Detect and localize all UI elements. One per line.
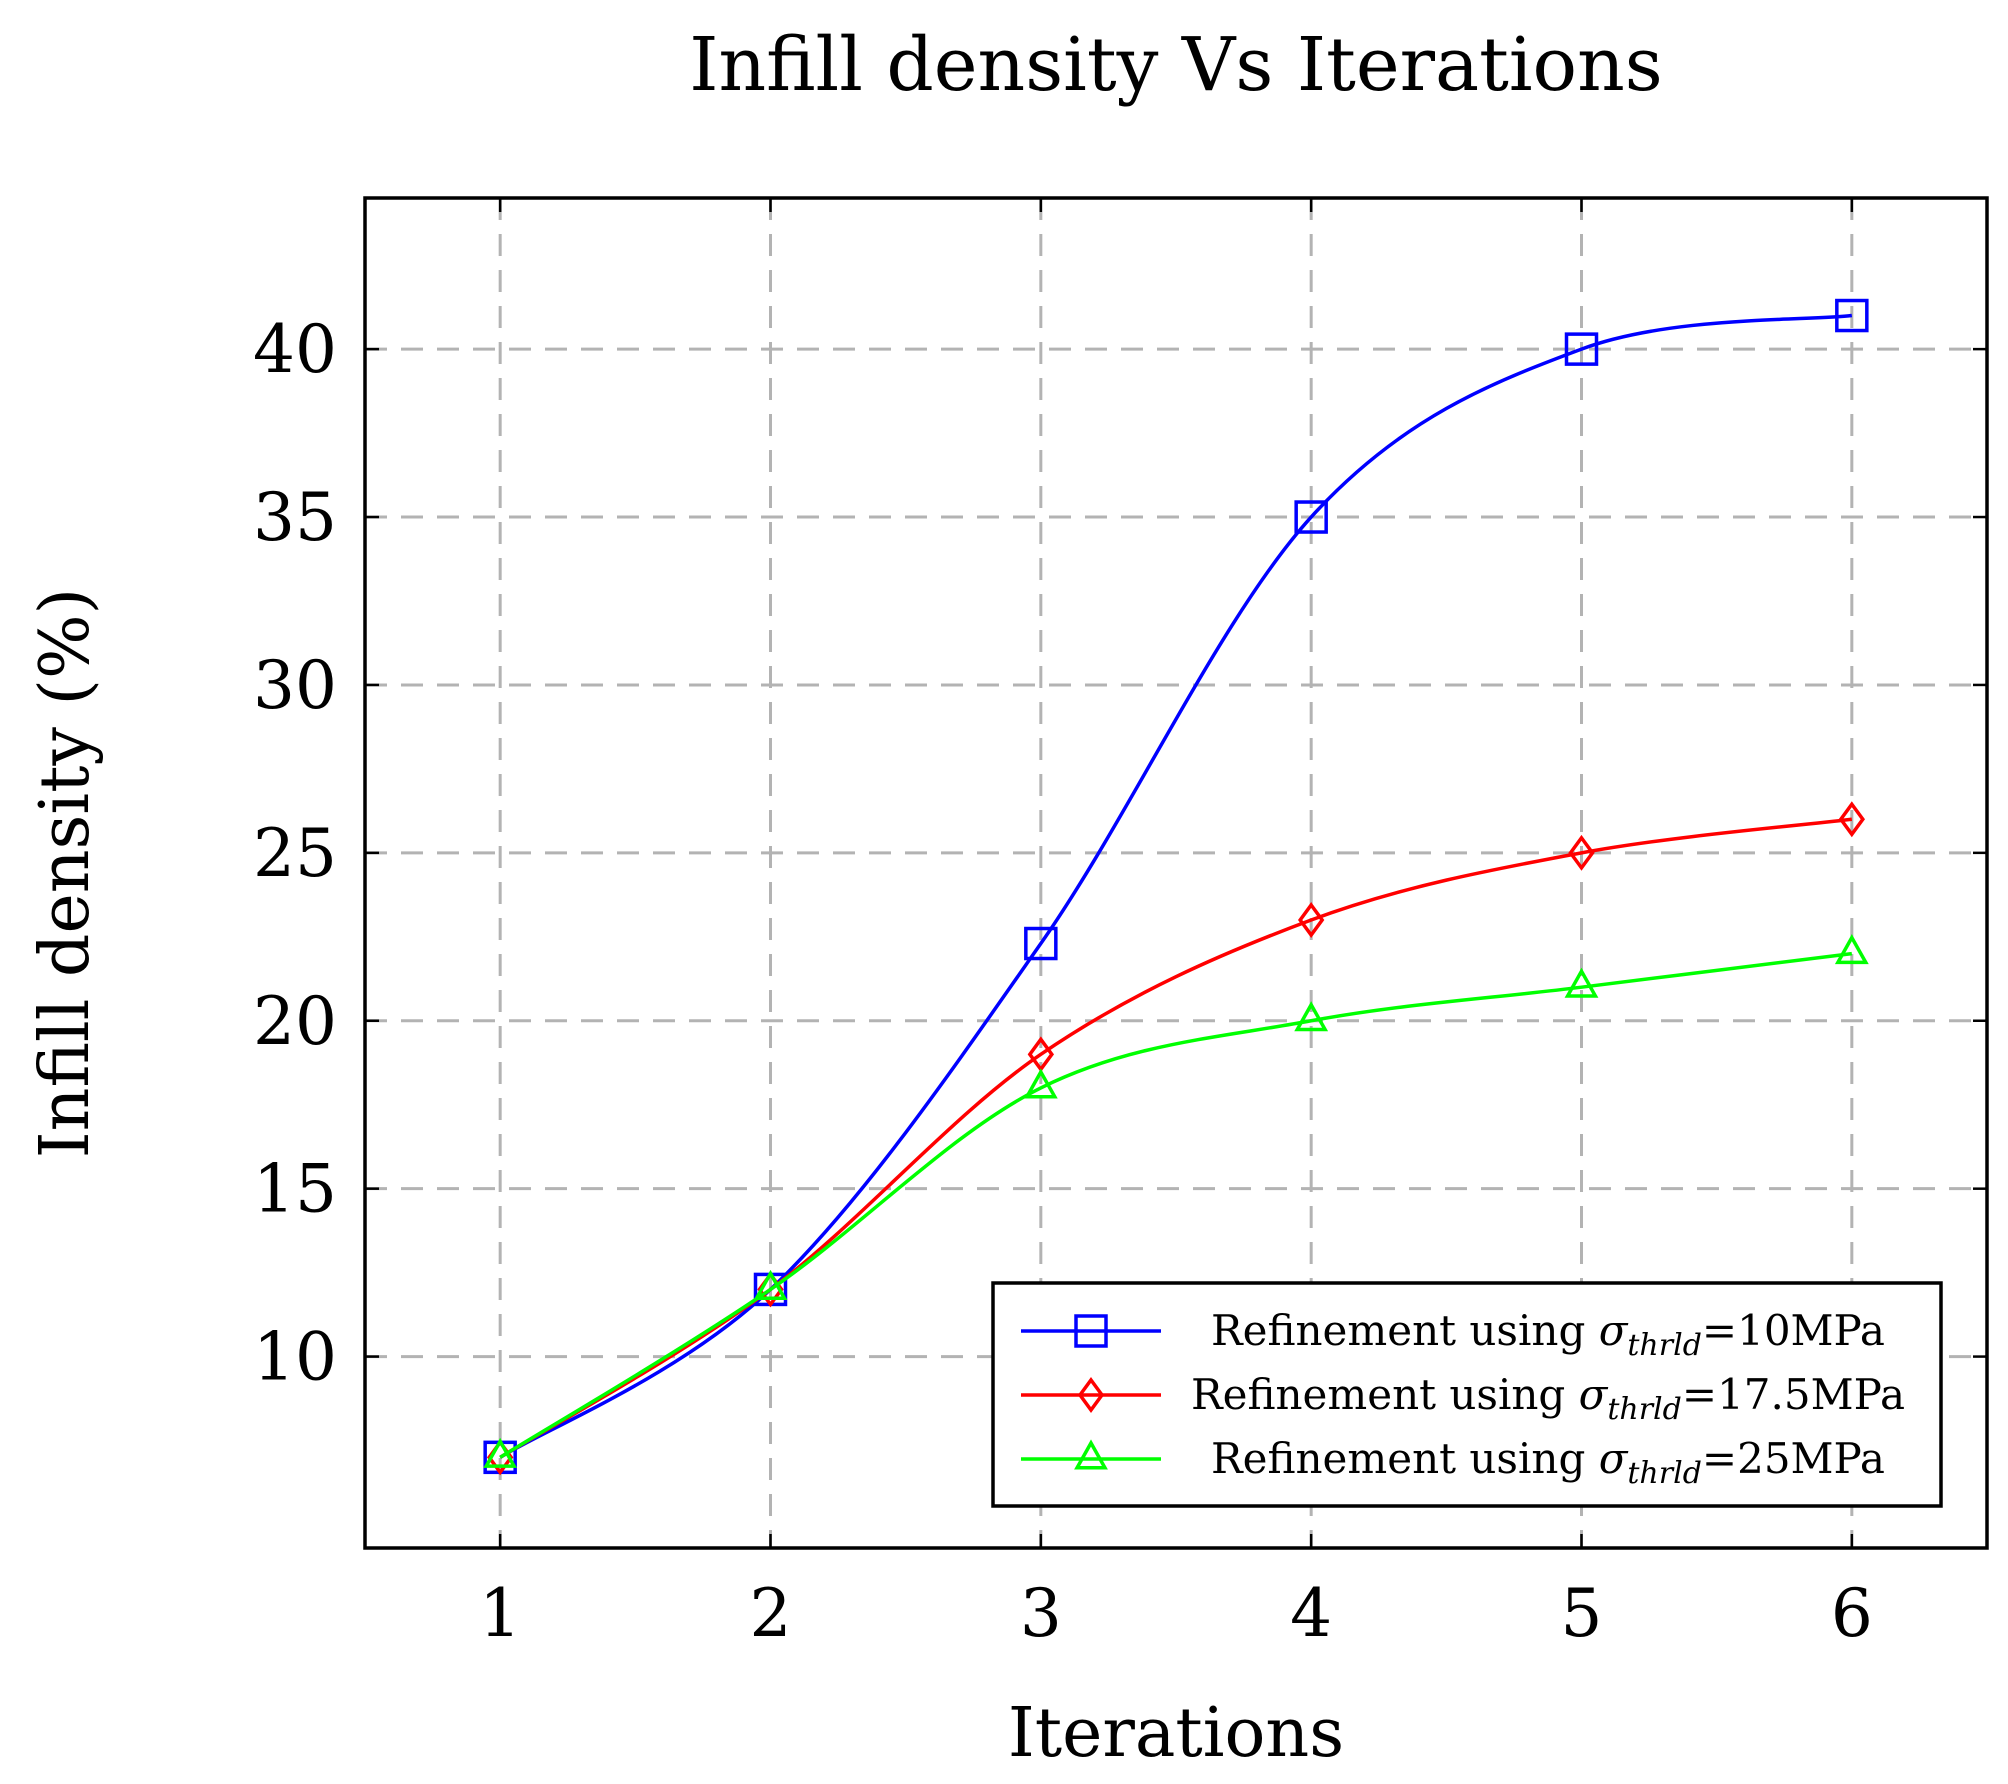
legend-marker-triangle [1074, 1439, 1108, 1470]
data-point-diamond [1297, 902, 1325, 938]
legend: Refinement using σthrld=10MPa Refinement … [991, 1281, 1943, 1508]
plot-frame [363, 196, 1989, 1550]
x-tick-label: 3 [1020, 1575, 1062, 1652]
data-point-triangle [483, 1437, 518, 1468]
data-point-diamond [1568, 834, 1595, 871]
axis-ticks: 1 2 3 4 5 6 10 15 20 25 30 35 40 [253, 198, 1987, 1652]
data-point-triangle [753, 1269, 788, 1300]
legend-marker-square [1074, 1314, 1108, 1348]
data-point-triangle [1564, 967, 1599, 998]
x-tick-label: 4 [1290, 1575, 1332, 1652]
y-tick-label: 20 [253, 983, 337, 1060]
data-point-square [1294, 500, 1328, 534]
x-tick-label: 5 [1561, 1575, 1603, 1652]
legend-entry-label: Refinement using σthrld=10MPa [1211, 1306, 1885, 1363]
chart-title: Infill density Vs Iterations [689, 22, 1662, 108]
data-point-diamond [1838, 801, 1866, 838]
data-point-triangle [1294, 1001, 1329, 1032]
series-group [483, 298, 1869, 1476]
x-tick-label: 6 [1831, 1575, 1873, 1652]
y-tick-label: 10 [253, 1319, 337, 1396]
data-point-square [1564, 332, 1599, 366]
y-tick-label: 35 [253, 479, 337, 556]
y-tick-label: 15 [253, 1151, 337, 1228]
data-point-square [1835, 298, 1869, 333]
y-tick-label: 30 [253, 647, 337, 724]
x-tick-label: 2 [750, 1575, 792, 1652]
x-tick-label: 1 [479, 1575, 521, 1652]
data-point-triangle [1834, 934, 1869, 965]
y-tick-label: 40 [253, 311, 337, 388]
legend-marker-diamond [1077, 1377, 1105, 1413]
y-axis-label: Infill density (%) [26, 588, 105, 1158]
series-line [499, 951, 1853, 1459]
data-point-triangle [1023, 1068, 1058, 1099]
x-axis-label: Iterations [1008, 1694, 1344, 1773]
legend-entry-label: Refinement using σthrld=17.5MPa [1191, 1370, 1905, 1427]
series-triangle [483, 934, 1869, 1468]
data-point-square [1024, 926, 1058, 961]
y-tick-label: 25 [253, 815, 337, 892]
legend-entry-label: Refinement using σthrld=25MPa [1211, 1434, 1885, 1491]
